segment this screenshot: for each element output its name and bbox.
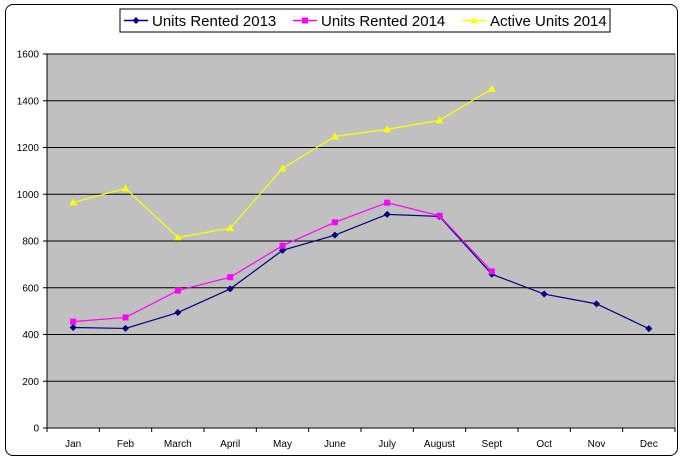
data-point [331,231,339,239]
x-tick-label: Nov [588,439,606,450]
x-tick-label: April [220,439,240,450]
legend-item: Units Rented 2013 [124,13,276,30]
y-tick-label: 1400 [17,96,40,107]
y-tick-label: 1600 [17,50,40,61]
y-tick-label: 600 [22,283,39,294]
legend-marker [302,17,308,24]
data-point [122,314,129,321]
legend-box [119,8,611,33]
legend-label: Units Rented 2013 [152,13,276,30]
data-point [70,318,77,325]
data-point [383,125,391,133]
x-tick-label: August [424,439,455,450]
legend-marker [470,16,478,24]
data-point [488,268,495,275]
legend-marker [132,17,140,24]
x-tick-label: Oct [536,439,552,450]
x-tick-label: Dec [640,439,658,450]
y-tick-label: 1000 [17,190,40,201]
data-point [69,198,77,206]
data-point [174,287,181,294]
legend-item: Active Units 2014 [462,13,607,30]
data-point [227,274,234,281]
x-tick-label: March [164,439,192,450]
series-1 [69,210,653,333]
data-point [331,132,339,140]
x-tick-label: June [324,439,346,450]
data-point [122,324,129,332]
data-point [226,224,234,232]
data-point [384,199,391,206]
data-point [435,116,444,124]
y-tick-label: 800 [22,237,39,248]
data-point [645,325,653,333]
x-tick-label: May [273,439,292,450]
data-point [174,309,182,317]
data-point [488,84,496,92]
data-point [278,164,287,172]
data-point [279,242,286,249]
legend: Units Rented 2013 Units Rented 2014 Active… [119,8,611,33]
data-point [69,323,77,331]
x-tick-label: Sept [482,439,503,450]
data-point [383,210,391,218]
y-tick-label: 0 [33,424,39,435]
data-point [331,219,338,226]
x-tick-label: Jan [65,439,81,450]
data-point [174,233,182,241]
x-tick-label: July [378,439,396,450]
legend-label: Active Units 2014 [490,13,607,30]
legend-label: Units Rented 2014 [321,13,445,30]
y-tick-label: 1200 [17,143,40,154]
series-2 [70,199,495,325]
data-point [593,300,600,308]
data-point [540,290,548,298]
y-tick-label: 400 [22,330,39,341]
y-tick-label: 200 [22,377,39,388]
legend-item: Units Rented 2014 [293,13,445,30]
data-point [226,285,234,293]
series-3 [69,84,496,241]
data-point [121,184,130,192]
x-tick-label: Feb [117,439,135,450]
series-line [73,213,650,330]
data-point [436,212,443,219]
